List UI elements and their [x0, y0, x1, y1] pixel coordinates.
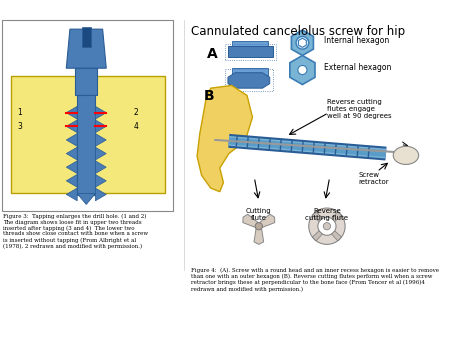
- Polygon shape: [77, 194, 95, 204]
- Bar: [232, 68, 268, 77]
- Text: Figure 3:  Tapping enlarges the drill hole. (1 and 2)
The diagram shows loose fi: Figure 3: Tapping enlarges the drill hol…: [3, 214, 148, 249]
- Text: Reverse
cutting flute: Reverse cutting flute: [305, 208, 348, 221]
- Circle shape: [323, 223, 330, 230]
- Bar: [75, 68, 97, 95]
- Circle shape: [296, 37, 309, 49]
- Text: 1: 1: [18, 108, 22, 117]
- Text: Internal hexagon: Internal hexagon: [324, 35, 390, 45]
- Circle shape: [298, 66, 307, 75]
- Text: A: A: [207, 47, 218, 61]
- Text: Figure 4:  (A). Screw with a round head and an inner recess hexagon is easier to: Figure 4: (A). Screw with a round head a…: [191, 268, 439, 292]
- Circle shape: [255, 223, 263, 230]
- Polygon shape: [95, 188, 106, 201]
- Polygon shape: [258, 214, 275, 228]
- Text: 4: 4: [134, 122, 139, 131]
- Polygon shape: [95, 147, 106, 160]
- Polygon shape: [312, 231, 322, 241]
- Polygon shape: [66, 106, 77, 119]
- Polygon shape: [66, 161, 77, 173]
- Polygon shape: [95, 174, 106, 187]
- Text: Reverse cutting
flutes engage
well at 90 degrees: Reverse cutting flutes engage well at 90…: [327, 99, 392, 119]
- Text: 3: 3: [18, 122, 22, 131]
- Polygon shape: [95, 106, 106, 119]
- Polygon shape: [66, 174, 77, 187]
- Bar: [225, 44, 276, 60]
- Bar: [228, 46, 273, 57]
- Polygon shape: [66, 134, 77, 146]
- Text: Screw
retractor: Screw retractor: [359, 172, 389, 185]
- Circle shape: [309, 208, 345, 244]
- Bar: [82, 27, 91, 47]
- Polygon shape: [95, 161, 106, 173]
- Bar: [232, 41, 268, 50]
- Polygon shape: [95, 134, 106, 146]
- Polygon shape: [292, 30, 313, 55]
- Circle shape: [318, 217, 336, 235]
- Polygon shape: [66, 188, 77, 201]
- Polygon shape: [95, 120, 106, 133]
- Polygon shape: [299, 38, 306, 47]
- Polygon shape: [254, 227, 264, 244]
- Polygon shape: [332, 231, 342, 241]
- Text: Cutting
flute: Cutting flute: [246, 208, 272, 221]
- Polygon shape: [332, 212, 342, 222]
- Polygon shape: [243, 214, 259, 228]
- Polygon shape: [66, 29, 106, 68]
- Polygon shape: [197, 86, 253, 192]
- Bar: [225, 69, 273, 91]
- Text: 2: 2: [134, 108, 138, 117]
- Polygon shape: [290, 55, 315, 84]
- Text: B: B: [203, 89, 214, 103]
- Polygon shape: [228, 73, 270, 88]
- Polygon shape: [312, 212, 322, 222]
- Text: Cannulated cancelolus screw for hip: Cannulated cancelolus screw for hip: [191, 25, 405, 38]
- Text: External hexagon: External hexagon: [324, 63, 392, 72]
- Ellipse shape: [393, 146, 419, 165]
- Bar: [11, 76, 165, 193]
- Polygon shape: [66, 147, 77, 160]
- Polygon shape: [66, 120, 77, 133]
- Bar: [2, 20, 173, 211]
- Bar: [77, 95, 95, 195]
